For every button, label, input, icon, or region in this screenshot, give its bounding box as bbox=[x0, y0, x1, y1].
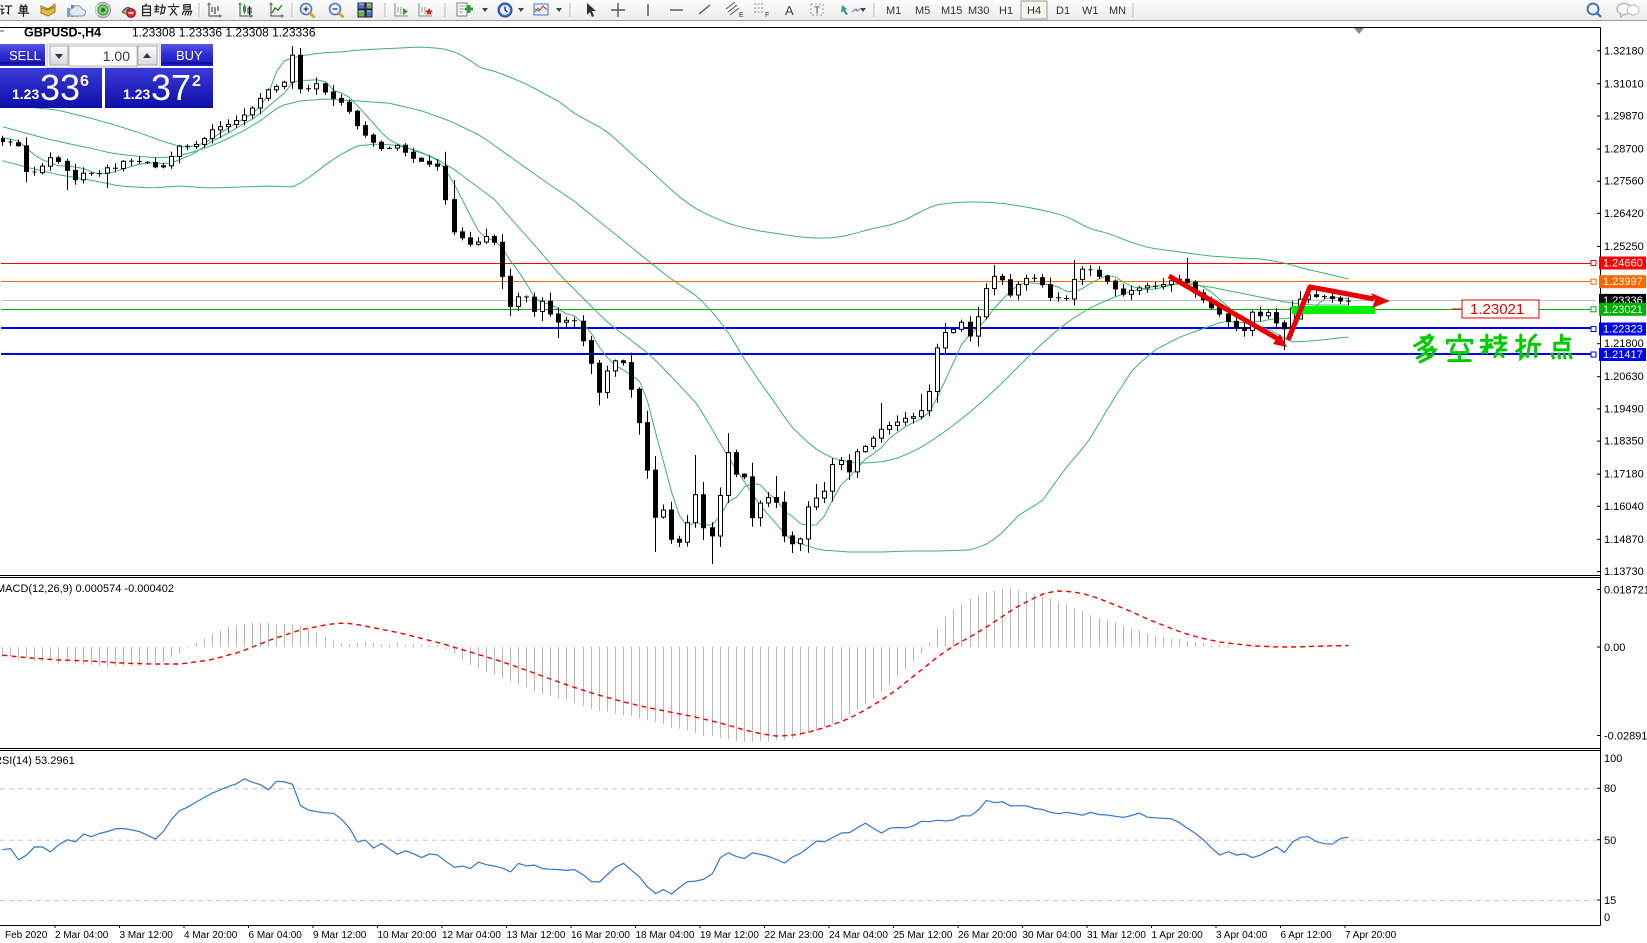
svg-text:1.23021: 1.23021 bbox=[1470, 301, 1524, 318]
svg-text:2 Mar 04:00: 2 Mar 04:00 bbox=[55, 930, 109, 941]
svg-text:13 Mar 12:00: 13 Mar 12:00 bbox=[507, 930, 566, 941]
svg-text:6 Apr 12:00: 6 Apr 12:00 bbox=[1281, 930, 1333, 941]
svg-text:1.23: 1.23 bbox=[12, 86, 39, 102]
svg-text:80: 80 bbox=[1604, 783, 1616, 795]
svg-text:0.018721: 0.018721 bbox=[1604, 585, 1647, 597]
svg-text:50: 50 bbox=[1604, 835, 1616, 847]
svg-text:2: 2 bbox=[192, 73, 201, 90]
svg-text:A: A bbox=[785, 3, 794, 18]
svg-text:3 Apr 04:00: 3 Apr 04:00 bbox=[1216, 930, 1268, 941]
svg-text:F: F bbox=[765, 12, 769, 19]
svg-text:1.28700: 1.28700 bbox=[1604, 144, 1644, 156]
svg-text:1.31010: 1.31010 bbox=[1604, 78, 1644, 90]
svg-text:10 Mar 20:00: 10 Mar 20:00 bbox=[378, 930, 437, 941]
svg-text:15: 15 bbox=[1604, 895, 1616, 907]
svg-text:1.14870: 1.14870 bbox=[1604, 534, 1644, 546]
svg-text:W1: W1 bbox=[1082, 5, 1099, 17]
svg-text:6: 6 bbox=[80, 73, 89, 90]
svg-text:1.20630: 1.20630 bbox=[1604, 371, 1644, 383]
svg-text:SELL: SELL bbox=[9, 48, 41, 63]
svg-text:MN: MN bbox=[1109, 5, 1126, 17]
svg-text:4 Mar 20:00: 4 Mar 20:00 bbox=[184, 930, 238, 941]
svg-text:H4: H4 bbox=[1027, 5, 1041, 17]
svg-text:RSI(14) 53.2961: RSI(14) 53.2961 bbox=[0, 755, 75, 767]
svg-text:1.19490: 1.19490 bbox=[1604, 403, 1644, 415]
svg-text:GBPUSD-,H4: GBPUSD-,H4 bbox=[24, 26, 101, 40]
svg-text:1.29870: 1.29870 bbox=[1604, 111, 1644, 123]
svg-text:3 Mar 12:00: 3 Mar 12:00 bbox=[120, 930, 174, 941]
svg-text:1.23: 1.23 bbox=[123, 86, 150, 102]
svg-text:33: 33 bbox=[40, 67, 80, 108]
svg-text:1.23308 1.23336 1.23308 1.2333: 1.23308 1.23336 1.23308 1.23336 bbox=[132, 26, 316, 40]
svg-text:M1: M1 bbox=[886, 5, 901, 17]
svg-text:1.32180: 1.32180 bbox=[1604, 45, 1644, 57]
svg-text:0: 0 bbox=[1604, 912, 1610, 924]
svg-text:T: T bbox=[814, 6, 820, 17]
svg-text:7 Apr 20:00: 7 Apr 20:00 bbox=[1345, 930, 1397, 941]
svg-text:E: E bbox=[739, 12, 744, 19]
svg-text:1.22323: 1.22323 bbox=[1603, 324, 1643, 336]
svg-text:22 Mar 23:00: 22 Mar 23:00 bbox=[765, 930, 824, 941]
svg-text:-0.028913: -0.028913 bbox=[1604, 731, 1647, 743]
svg-text:1.26420: 1.26420 bbox=[1604, 208, 1644, 220]
svg-text:1.00: 1.00 bbox=[103, 48, 130, 64]
svg-text:0.00: 0.00 bbox=[1604, 642, 1625, 654]
svg-text:1.18350: 1.18350 bbox=[1604, 436, 1644, 448]
svg-text:31 Mar 12:00: 31 Mar 12:00 bbox=[1087, 930, 1146, 941]
svg-text:MACD(12,26,9) 0.000574 -0.0004: MACD(12,26,9) 0.000574 -0.000402 bbox=[0, 583, 174, 595]
svg-text:30 Mar 04:00: 30 Mar 04:00 bbox=[1023, 930, 1082, 941]
svg-text:12 Mar 04:00: 12 Mar 04:00 bbox=[442, 930, 501, 941]
svg-text:1.16040: 1.16040 bbox=[1604, 501, 1644, 513]
svg-text:1.23997: 1.23997 bbox=[1603, 276, 1643, 288]
svg-text:19 Mar 12:00: 19 Mar 12:00 bbox=[700, 930, 759, 941]
svg-text:26 Mar 20:00: 26 Mar 20:00 bbox=[958, 930, 1017, 941]
svg-text:1.17180: 1.17180 bbox=[1604, 469, 1644, 481]
svg-text:D1: D1 bbox=[1056, 5, 1070, 17]
svg-text:24 Mar 04:00: 24 Mar 04:00 bbox=[829, 930, 888, 941]
svg-text:1.27560: 1.27560 bbox=[1604, 176, 1644, 188]
svg-text:Feb 2020: Feb 2020 bbox=[5, 930, 48, 941]
svg-text:1.21417: 1.21417 bbox=[1603, 349, 1643, 361]
svg-text:1.25250: 1.25250 bbox=[1604, 241, 1644, 253]
svg-text:6 Mar 04:00: 6 Mar 04:00 bbox=[249, 930, 303, 941]
svg-text:1.13730: 1.13730 bbox=[1604, 566, 1644, 578]
svg-text:1.21800: 1.21800 bbox=[1604, 338, 1644, 350]
svg-text:M15: M15 bbox=[941, 5, 962, 17]
svg-text:25 Mar 12:00: 25 Mar 12:00 bbox=[894, 930, 953, 941]
svg-text:16 Mar 20:00: 16 Mar 20:00 bbox=[571, 930, 630, 941]
svg-text:H1: H1 bbox=[999, 5, 1013, 17]
svg-text:BUY: BUY bbox=[176, 48, 203, 63]
svg-text:M30: M30 bbox=[968, 5, 989, 17]
svg-text:M5: M5 bbox=[915, 5, 930, 17]
svg-text:100: 100 bbox=[1604, 753, 1622, 765]
svg-text:9 Mar 12:00: 9 Mar 12:00 bbox=[313, 930, 367, 941]
svg-text:1.24660: 1.24660 bbox=[1603, 258, 1643, 270]
svg-text:1.23021: 1.23021 bbox=[1603, 304, 1643, 316]
svg-text:37: 37 bbox=[151, 67, 191, 108]
svg-text:18 Mar 04:00: 18 Mar 04:00 bbox=[636, 930, 695, 941]
svg-text:1 Apr 20:00: 1 Apr 20:00 bbox=[1152, 930, 1204, 941]
